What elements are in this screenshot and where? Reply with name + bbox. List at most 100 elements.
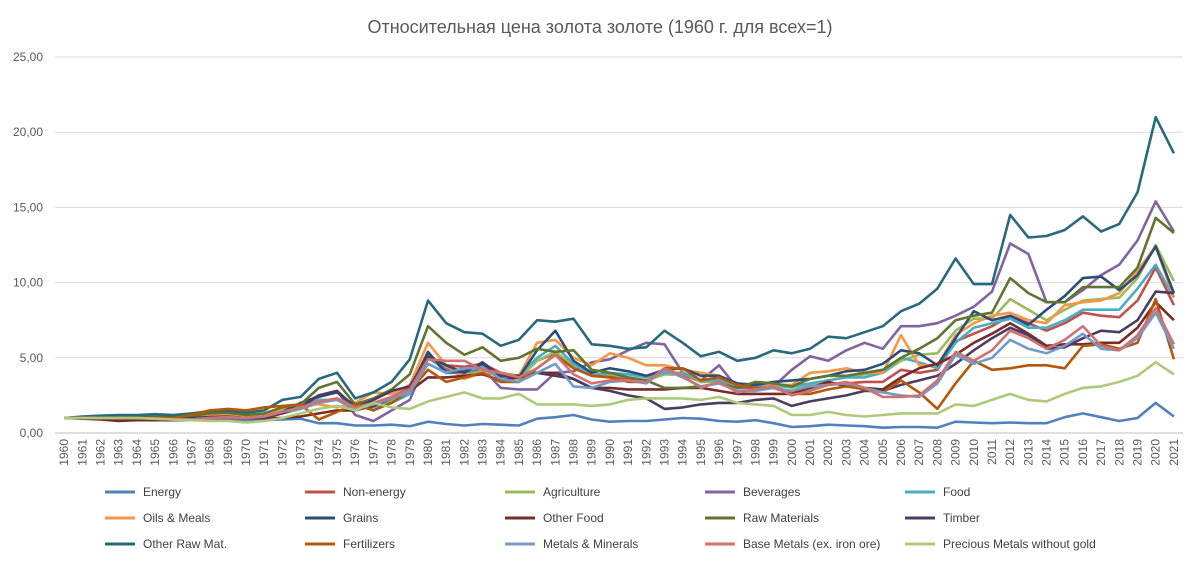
legend-item: Other Raw Mat. <box>105 537 227 551</box>
x-tick-label: 1988 <box>567 439 581 466</box>
x-tick-label: 1987 <box>548 439 562 466</box>
x-tick-label: 2003 <box>839 439 853 466</box>
legend-label: Food <box>943 485 970 499</box>
x-tick-label: 1996 <box>712 439 726 466</box>
x-tick-label: 1994 <box>676 439 690 466</box>
x-tick-label: 2012 <box>1003 439 1017 466</box>
x-tick-label: 1963 <box>112 439 126 466</box>
x-tick-label: 1972 <box>275 439 289 466</box>
x-tick-label: 1986 <box>530 439 544 466</box>
legend-label: Fertilizers <box>343 537 395 551</box>
x-tick-label: 1992 <box>639 439 653 466</box>
x-tick-label: 2006 <box>894 439 908 466</box>
x-tick-label: 2020 <box>1149 439 1163 466</box>
x-tick-label: 1979 <box>403 439 417 466</box>
legend-item: Raw Materials <box>705 511 819 525</box>
legend-item: Non-energy <box>305 485 406 499</box>
chart-title: Относительная цена золота золоте (1960 г… <box>367 17 832 37</box>
x-tick-label: 2002 <box>821 439 835 466</box>
x-tick-label: 1973 <box>294 439 308 466</box>
x-tick-label: 2007 <box>912 439 926 466</box>
x-tick-label: 1965 <box>148 439 162 466</box>
x-tick-label: 1984 <box>494 439 508 466</box>
x-tick-label: 2004 <box>858 439 872 466</box>
x-tick-label: 1977 <box>366 439 380 466</box>
gridlines <box>55 56 1183 434</box>
legend-item: Fertilizers <box>305 537 395 551</box>
series-line-oils-meals <box>64 245 1176 420</box>
x-tick-label: 1990 <box>603 439 617 466</box>
x-tick-label: 2018 <box>1112 439 1126 466</box>
legend-label: Grains <box>343 511 378 525</box>
y-tick-label: 10,00 <box>13 276 43 290</box>
x-tick-label: 2009 <box>949 439 963 466</box>
x-tick-label: 1991 <box>621 439 635 466</box>
series-line-energy <box>64 401 1175 429</box>
x-tick-label: 2015 <box>1058 439 1072 466</box>
series-line-precious-metals-without-gold <box>64 361 1175 424</box>
x-tick-label: 2013 <box>1021 439 1035 466</box>
y-tick-label: 0,00 <box>20 426 44 440</box>
x-axis-ticks: 1960 1961 1962 1963 1964 1965 1966 1967 1968 1969… <box>57 439 1181 466</box>
x-tick-label: 2005 <box>876 439 890 466</box>
x-tick-label: 1971 <box>257 439 271 466</box>
legend-item: Timber <box>905 511 980 525</box>
x-tick-label: 1962 <box>93 439 107 466</box>
legend-label: Precious Metals without gold <box>943 537 1096 551</box>
x-tick-label: 1999 <box>767 439 781 466</box>
legend-label: Agriculture <box>543 485 601 499</box>
x-tick-label: 2021 <box>1167 439 1181 466</box>
legend-label: Oils & Meals <box>143 511 210 525</box>
legend-item: Beverages <box>705 485 800 499</box>
x-tick-label: 2008 <box>930 439 944 466</box>
x-tick-label: 1969 <box>221 439 235 466</box>
x-tick-label: 1981 <box>439 439 453 466</box>
y-axis-ticks: 0,00 5,00 10,00 15,00 20,00 25,00 <box>13 50 43 440</box>
legend-label: Non-energy <box>343 485 406 499</box>
y-tick-label: 15,00 <box>13 200 43 214</box>
legend-label: Other Food <box>543 511 604 525</box>
x-tick-label: 1980 <box>421 439 435 466</box>
x-tick-label: 1964 <box>130 439 144 466</box>
legend-label: Timber <box>943 511 980 525</box>
x-tick-label: 1967 <box>184 439 198 466</box>
x-tick-label: 1983 <box>476 439 490 466</box>
x-tick-label: 2010 <box>967 439 981 466</box>
legend-label: Metals & Minerals <box>543 537 638 551</box>
x-tick-label: 1974 <box>312 439 326 466</box>
legend-item: Metals & Minerals <box>505 537 638 551</box>
y-tick-label: 20,00 <box>13 125 43 139</box>
x-tick-label: 1982 <box>457 439 471 466</box>
x-tick-label: 1976 <box>348 439 362 466</box>
x-tick-label: 1966 <box>166 439 180 466</box>
x-tick-label: 2017 <box>1094 439 1108 466</box>
x-tick-label: 1993 <box>657 439 671 466</box>
legend-item: Other Food <box>505 511 604 525</box>
x-tick-label: 2016 <box>1076 439 1090 466</box>
series-lines <box>63 115 1176 429</box>
x-tick-label: 1997 <box>730 439 744 466</box>
legend-label: Other Raw Mat. <box>143 537 227 551</box>
y-tick-label: 5,00 <box>20 351 44 365</box>
legend-item: Food <box>905 485 970 499</box>
x-tick-label: 2019 <box>1131 439 1145 466</box>
legend-item: Precious Metals without gold <box>905 537 1096 551</box>
x-tick-label: 1968 <box>203 439 217 466</box>
x-tick-label: 2014 <box>1040 439 1054 466</box>
legend-label: Base Metals (ex. iron ore) <box>743 537 880 551</box>
y-tick-label: 25,00 <box>13 50 43 64</box>
legend-item: Grains <box>305 511 378 525</box>
legend: Energy Non-energy Agriculture Beverages Food… <box>105 485 1096 551</box>
x-tick-label: 1985 <box>512 439 526 466</box>
x-tick-label: 1961 <box>75 439 89 466</box>
legend-item: Energy <box>105 485 181 499</box>
x-tick-label: 1975 <box>330 439 344 466</box>
legend-item: Oils & Meals <box>105 511 210 525</box>
x-tick-label: 1998 <box>748 439 762 466</box>
x-tick-label: 2000 <box>785 439 799 466</box>
x-tick-label: 2011 <box>985 439 999 465</box>
x-tick-label: 1978 <box>385 439 399 466</box>
series-line-raw-materials <box>64 216 1175 420</box>
